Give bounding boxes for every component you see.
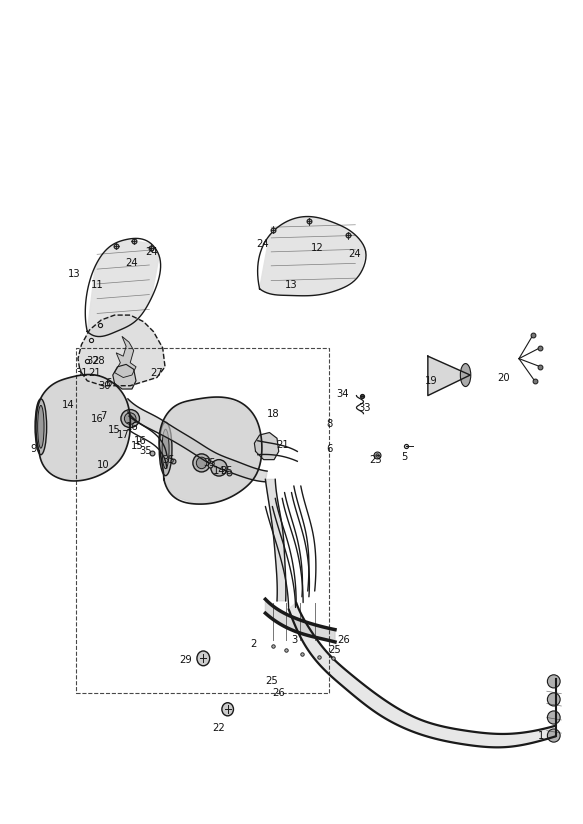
Polygon shape bbox=[259, 217, 366, 295]
Text: 24: 24 bbox=[256, 239, 269, 249]
Text: 33: 33 bbox=[358, 403, 370, 413]
Text: 29: 29 bbox=[180, 655, 192, 665]
Text: 24: 24 bbox=[145, 247, 157, 257]
Text: 24: 24 bbox=[348, 250, 360, 260]
Text: 34: 34 bbox=[336, 389, 349, 399]
Text: 25: 25 bbox=[265, 677, 278, 686]
Ellipse shape bbox=[159, 422, 172, 475]
Text: 1: 1 bbox=[538, 732, 544, 742]
Ellipse shape bbox=[222, 703, 233, 716]
Text: 35: 35 bbox=[203, 458, 216, 468]
Text: 35: 35 bbox=[220, 466, 233, 476]
Text: 6: 6 bbox=[326, 444, 332, 454]
Polygon shape bbox=[113, 364, 136, 389]
Text: 32: 32 bbox=[87, 356, 99, 366]
Text: 19: 19 bbox=[424, 376, 437, 386]
Text: 14: 14 bbox=[213, 466, 225, 476]
Text: 14: 14 bbox=[62, 400, 75, 410]
Text: 26: 26 bbox=[272, 688, 285, 698]
Ellipse shape bbox=[547, 711, 560, 724]
Text: 15: 15 bbox=[131, 442, 144, 452]
Text: 7: 7 bbox=[100, 411, 106, 421]
Polygon shape bbox=[265, 599, 335, 642]
Text: 5: 5 bbox=[402, 452, 408, 462]
Text: 2: 2 bbox=[251, 639, 257, 648]
Polygon shape bbox=[128, 399, 267, 482]
Text: 21: 21 bbox=[276, 440, 289, 450]
Text: 35: 35 bbox=[162, 455, 175, 465]
Text: 30: 30 bbox=[99, 381, 111, 391]
Text: 12: 12 bbox=[311, 243, 324, 253]
Ellipse shape bbox=[547, 675, 560, 688]
Text: 20: 20 bbox=[497, 372, 510, 382]
Text: 31: 31 bbox=[75, 368, 88, 377]
Polygon shape bbox=[114, 336, 136, 377]
Ellipse shape bbox=[197, 651, 210, 666]
Polygon shape bbox=[87, 240, 159, 336]
Ellipse shape bbox=[35, 399, 47, 455]
Text: 10: 10 bbox=[97, 461, 109, 471]
Ellipse shape bbox=[193, 454, 210, 472]
Text: 11: 11 bbox=[91, 279, 104, 290]
Ellipse shape bbox=[547, 729, 560, 742]
Ellipse shape bbox=[547, 693, 560, 706]
Text: 27: 27 bbox=[150, 368, 163, 377]
Ellipse shape bbox=[38, 405, 44, 448]
Text: 3: 3 bbox=[292, 635, 297, 645]
Ellipse shape bbox=[124, 413, 136, 424]
Polygon shape bbox=[254, 433, 279, 460]
Text: 16: 16 bbox=[134, 436, 147, 446]
Polygon shape bbox=[159, 397, 261, 504]
Text: 17: 17 bbox=[117, 430, 129, 440]
Ellipse shape bbox=[196, 457, 207, 469]
Text: 13: 13 bbox=[68, 269, 80, 279]
Text: 22: 22 bbox=[213, 723, 226, 733]
Text: 26: 26 bbox=[338, 635, 350, 645]
Ellipse shape bbox=[121, 410, 139, 428]
Text: 8: 8 bbox=[326, 419, 332, 429]
Text: 6: 6 bbox=[106, 378, 112, 388]
Text: 21: 21 bbox=[88, 368, 101, 377]
Text: 25: 25 bbox=[329, 645, 342, 655]
Polygon shape bbox=[289, 602, 556, 747]
Ellipse shape bbox=[461, 363, 471, 386]
Polygon shape bbox=[428, 356, 470, 396]
Ellipse shape bbox=[162, 429, 169, 469]
Text: 16: 16 bbox=[91, 414, 104, 424]
Polygon shape bbox=[265, 480, 286, 601]
Text: 15: 15 bbox=[108, 425, 121, 435]
Text: 13: 13 bbox=[285, 279, 298, 290]
Ellipse shape bbox=[211, 460, 227, 476]
Polygon shape bbox=[36, 375, 130, 480]
Text: 23: 23 bbox=[369, 455, 382, 465]
Text: 18: 18 bbox=[266, 409, 279, 419]
Polygon shape bbox=[78, 315, 165, 386]
Text: 35: 35 bbox=[139, 447, 152, 456]
Text: 9: 9 bbox=[30, 444, 37, 454]
Text: 24: 24 bbox=[125, 258, 138, 268]
Text: 28: 28 bbox=[93, 356, 105, 366]
Text: 16: 16 bbox=[125, 422, 138, 432]
